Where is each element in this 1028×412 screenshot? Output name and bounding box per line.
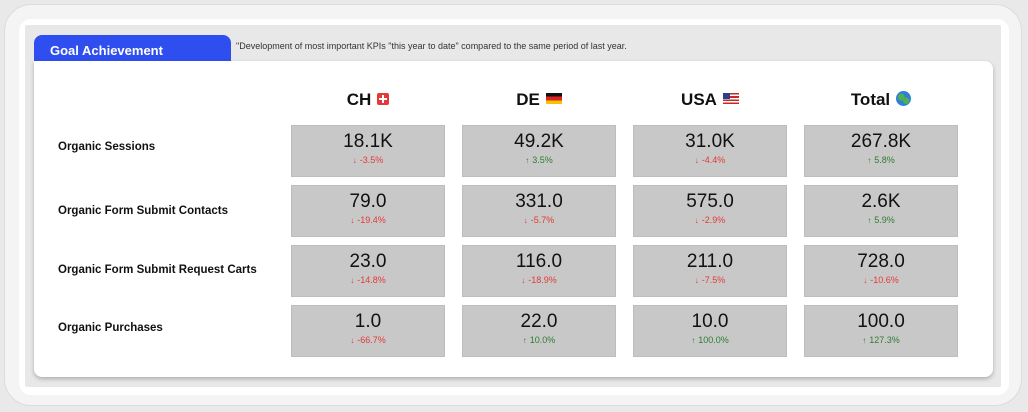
- kpi-value: 18.1K: [343, 131, 393, 152]
- arrow-up-icon: ↑: [867, 156, 872, 165]
- kpi-change-text: 127.3%: [869, 335, 900, 345]
- row-label-organic-form-submit-contacts: Organic Form Submit Contacts: [58, 205, 228, 217]
- column-header-total: Total: [804, 90, 958, 110]
- column-label: DE: [516, 90, 540, 109]
- kpi-change-text: 100.0%: [698, 335, 729, 345]
- kpi-cell: 2.6K ↑ 5.9%: [804, 185, 958, 237]
- column-header-de: DE: [462, 90, 616, 110]
- kpi-value: 2.6K: [861, 191, 901, 212]
- kpi-change: ↓ -14.8%: [292, 274, 444, 287]
- kpi-change-text: -66.7%: [357, 335, 386, 345]
- kpi-change: ↑ 10.0%: [463, 334, 615, 347]
- kpi-value: 116.0: [515, 251, 563, 272]
- kpi-cell: 49.2K ↑ 3.5%: [462, 125, 616, 177]
- column-label: Total: [850, 90, 891, 109]
- kpi-cell: 575.0 ↓ -2.9%: [633, 185, 787, 237]
- kpi-value: 267.8K: [850, 131, 912, 152]
- kpi-cell: 211.0 ↓ -7.5%: [633, 245, 787, 297]
- arrow-down-icon: ↓: [694, 216, 699, 225]
- kpi-change: ↓ -2.9%: [634, 214, 786, 227]
- column-header-ch: CH: [291, 90, 445, 110]
- column-label: CH: [346, 90, 372, 109]
- report-subtitle: "Development of most important KPIs "thi…: [236, 41, 627, 51]
- row-label-organic-sessions: Organic Sessions: [58, 141, 156, 153]
- kpi-cell: 31.0K ↓ -4.4%: [633, 125, 787, 177]
- arrow-down-icon: ↓: [350, 276, 355, 285]
- arrow-down-icon: ↓: [350, 216, 355, 225]
- kpi-value: 22.0: [520, 311, 558, 332]
- arrow-down-icon: ↓: [863, 276, 868, 285]
- arrow-up-icon: ↑: [522, 336, 527, 345]
- tab-goal-achievement[interactable]: Goal Achievement: [34, 35, 231, 64]
- kpi-change-text: -19.4%: [357, 215, 386, 225]
- kpi-cell: 22.0 ↑ 10.0%: [462, 305, 616, 357]
- kpi-change-text: -10.6%: [870, 275, 899, 285]
- kpi-change: ↑ 5.9%: [805, 214, 957, 227]
- kpi-change-text: -2.9%: [701, 215, 726, 225]
- kpi-change-text: -4.4%: [701, 155, 726, 165]
- arrow-up-icon: ↑: [525, 156, 530, 165]
- kpi-cell: 79.0 ↓ -19.4%: [291, 185, 445, 237]
- kpi-change-text: -3.5%: [359, 155, 384, 165]
- kpi-value: 728.0: [857, 251, 905, 272]
- arrow-up-icon: ↑: [691, 336, 696, 345]
- kpi-value: 10.0: [691, 311, 729, 332]
- kpi-value: 211.0: [686, 251, 734, 272]
- row-label-organic-form-submit-request-carts: Organic Form Submit Request Carts: [58, 264, 257, 276]
- kpi-value: 79.0: [349, 191, 387, 212]
- kpi-change: ↓ -4.4%: [634, 154, 786, 167]
- kpi-change: ↑ 100.0%: [634, 334, 786, 347]
- arrow-down-icon: ↓: [694, 276, 699, 285]
- kpi-value: 1.0: [354, 311, 382, 332]
- kpi-cell: 267.8K ↑ 5.8%: [804, 125, 958, 177]
- kpi-value: 575.0: [686, 191, 734, 212]
- kpi-change-text: 5.8%: [874, 155, 895, 165]
- kpi-cell: 1.0 ↓ -66.7%: [291, 305, 445, 357]
- arrow-up-icon: ↑: [862, 336, 867, 345]
- kpi-change-text: 3.5%: [532, 155, 553, 165]
- arrow-up-icon: ↑: [867, 216, 872, 225]
- kpi-change: ↓ -5.7%: [463, 214, 615, 227]
- kpi-cell: 116.0 ↓ -18.9%: [462, 245, 616, 297]
- column-label: USA: [681, 90, 717, 109]
- kpi-value: 23.0: [349, 251, 387, 272]
- kpi-change-text: -18.9%: [528, 275, 557, 285]
- german-flag-icon: [545, 93, 562, 105]
- arrow-down-icon: ↓: [521, 276, 526, 285]
- kpi-change: ↓ -66.7%: [292, 334, 444, 347]
- kpi-change: ↑ 3.5%: [463, 154, 615, 167]
- kpi-change: ↓ -18.9%: [463, 274, 615, 287]
- us-flag-icon: [722, 93, 739, 105]
- kpi-change-text: -7.5%: [701, 275, 726, 285]
- kpi-cell: 100.0 ↑ 127.3%: [804, 305, 958, 357]
- kpi-cell: 18.1K ↓ -3.5%: [291, 125, 445, 177]
- kpi-value: 31.0K: [685, 131, 735, 152]
- globe-icon: [896, 91, 912, 107]
- swiss-flag-icon: [377, 92, 390, 105]
- kpi-change: ↓ -3.5%: [292, 154, 444, 167]
- kpi-change-text: 5.9%: [874, 215, 895, 225]
- kpi-change: ↓ -10.6%: [805, 274, 957, 287]
- arrow-down-icon: ↓: [350, 336, 355, 345]
- kpi-cell: 10.0 ↑ 100.0%: [633, 305, 787, 357]
- kpi-change-text: 10.0%: [529, 335, 556, 345]
- kpi-cell: 23.0 ↓ -14.8%: [291, 245, 445, 297]
- kpi-cell: 331.0 ↓ -5.7%: [462, 185, 616, 237]
- kpi-change: ↑ 127.3%: [805, 334, 957, 347]
- kpi-cell: 728.0 ↓ -10.6%: [804, 245, 958, 297]
- kpi-value: 331.0: [515, 191, 563, 212]
- kpi-value: 100.0: [857, 311, 905, 332]
- kpi-change: ↑ 5.8%: [805, 154, 957, 167]
- kpi-change: ↓ -19.4%: [292, 214, 444, 227]
- arrow-down-icon: ↓: [694, 156, 699, 165]
- arrow-down-icon: ↓: [352, 156, 357, 165]
- kpi-change: ↓ -7.5%: [634, 274, 786, 287]
- kpi-value: 49.2K: [514, 131, 564, 152]
- arrow-down-icon: ↓: [523, 216, 528, 225]
- row-label-organic-purchases: Organic Purchases: [58, 322, 163, 334]
- column-header-usa: USA: [633, 90, 787, 110]
- kpi-change-text: -5.7%: [530, 215, 555, 225]
- kpi-change-text: -14.8%: [357, 275, 386, 285]
